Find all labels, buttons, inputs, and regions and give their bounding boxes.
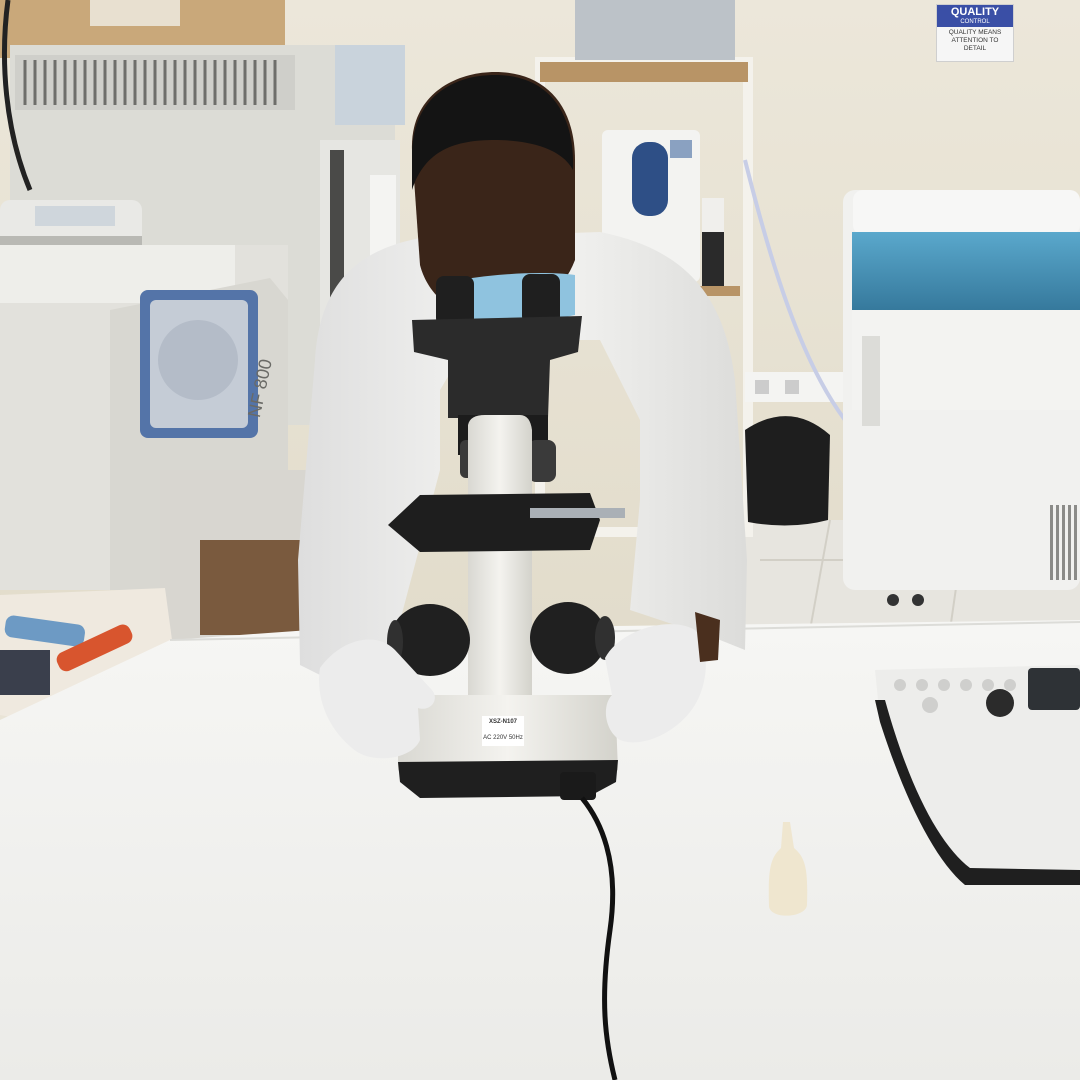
sign-title: QUALITY: [937, 5, 1013, 19]
sign-line-2: ATTENTION TO: [951, 37, 999, 44]
sign-body: QUALITY MEANS ATTENTION TO DETAIL: [937, 27, 1013, 53]
microscope: [387, 274, 625, 798]
power-cable: [580, 796, 618, 1080]
left-gloved-hand: [319, 639, 435, 759]
right-gloved-hand: [605, 624, 706, 743]
bench: [0, 620, 1080, 1080]
dropper-bottle: [768, 822, 808, 916]
top-box: [575, 0, 735, 60]
microscope-power: AC 220V 50Hz: [483, 735, 523, 741]
sign-subtitle: CONTROL: [937, 19, 1013, 27]
quality-control-sign: QUALITY CONTROL QUALITY MEANS ATTENTION …: [936, 4, 1014, 62]
sign-line-1: QUALITY MEANS: [948, 29, 1002, 36]
microscope-model: XSZ-N107: [488, 719, 517, 725]
microscope-label: XSZ-N107 AC 220V 50Hz: [482, 718, 524, 742]
sign-line-3: DETAIL: [963, 45, 987, 52]
trash-bag: [745, 416, 830, 526]
lab-coat: [298, 232, 747, 680]
